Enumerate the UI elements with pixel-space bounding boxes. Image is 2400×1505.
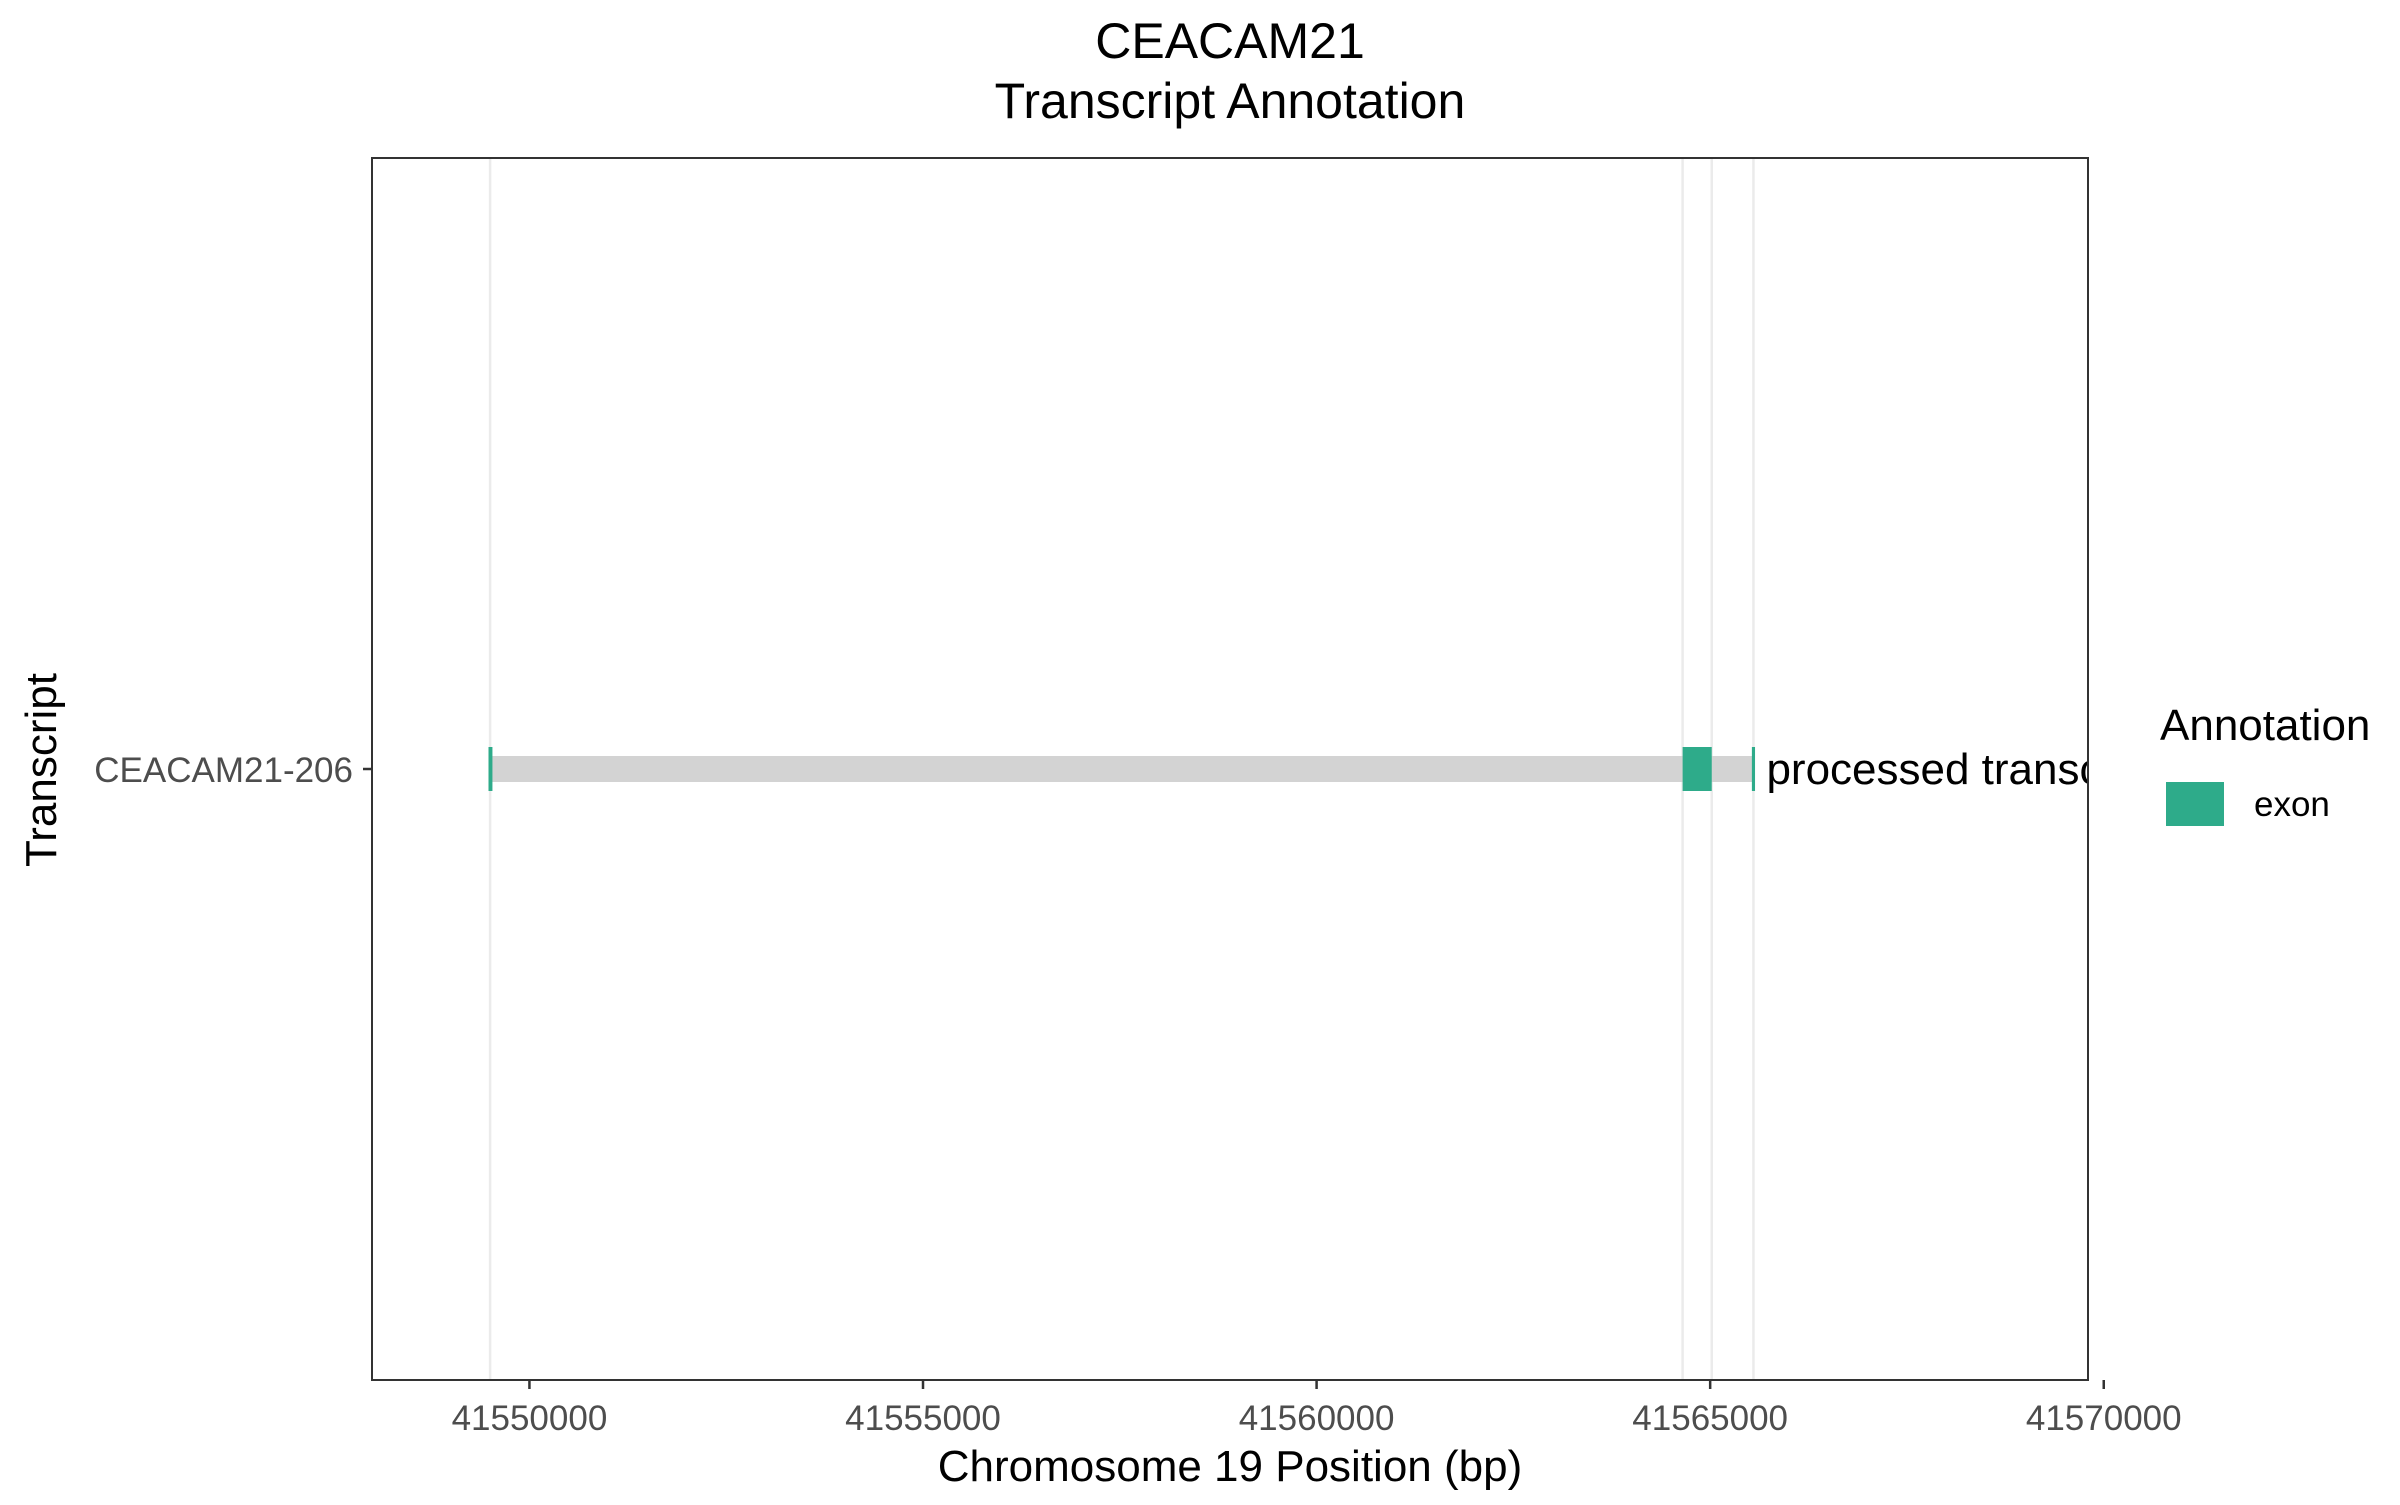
legend-swatch-exon	[2166, 782, 2224, 826]
exon-rect	[1751, 747, 1756, 791]
legend: Annotation exon	[2160, 701, 2370, 826]
transcript-bars	[490, 756, 1754, 782]
chart-title-line1: CEACAM21	[1095, 13, 1365, 69]
x-tick-label: 41570000	[2026, 1399, 2182, 1438]
x-axis: 41550000 41555000 41560000 41565000 41570000	[452, 1380, 2182, 1438]
chart-title-line2: Transcript Annotation	[995, 73, 1466, 129]
transcript-biotype-label: processed transcript	[1766, 745, 2162, 794]
legend-label-exon: exon	[2254, 785, 2330, 824]
transcript-bar	[490, 756, 1754, 782]
y-tick-label: CEACAM21-206	[94, 751, 353, 790]
x-tick-label: 41560000	[1239, 1399, 1395, 1438]
x-tick-label: 41565000	[1632, 1399, 1788, 1438]
plot-panel-content: processed transcript	[488, 745, 2162, 794]
x-tick-label: 41555000	[845, 1399, 1001, 1438]
legend-title: Annotation	[2160, 701, 2370, 750]
biotype-labels: processed transcript	[1766, 745, 2162, 794]
x-axis-title: Chromosome 19 Position (bp)	[938, 1442, 1522, 1491]
y-axis: CEACAM21-206	[94, 751, 372, 790]
exon-rect	[488, 747, 493, 791]
exon-rect	[1682, 747, 1712, 791]
legend-items: exon	[2166, 782, 2330, 826]
x-tick-label: 41550000	[452, 1399, 608, 1438]
y-axis-title: Transcript	[17, 673, 66, 867]
exon-marks	[488, 747, 1756, 791]
